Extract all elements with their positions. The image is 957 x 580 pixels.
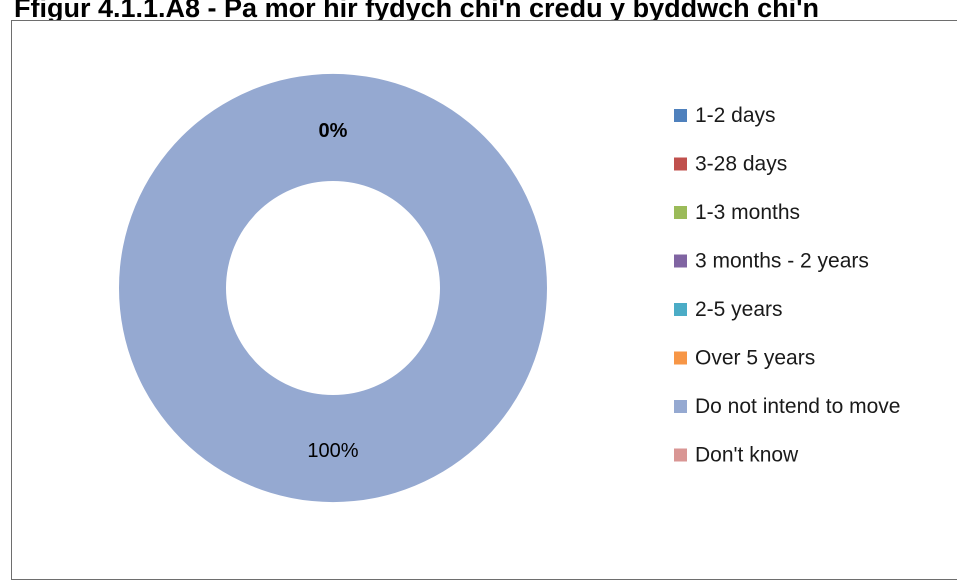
legend-item-do-not-intend-to-move: Do not intend to move [674,395,900,418]
legend-item-don-t-know: Don't know [674,444,799,467]
legend-label-3-28-days: 3-28 days [695,153,787,176]
legend-label-1-3-months: 1-3 months [695,201,800,224]
legend-label-3-months-2-years: 3 months - 2 years [695,250,869,273]
legend-item-2-5-years: 2-5 years [674,298,783,321]
legend-item-3-28-days: 3-28 days [674,153,787,176]
legend-swatch-3-28-days [674,157,687,171]
legend-swatch-over-5-years [674,351,687,365]
data-label-1-2-days: 0% [319,120,348,142]
legend-swatch-2-5-years [674,303,687,316]
legend-label-don-t-know: Don't know [695,444,799,467]
slice-do-not-intend-to-move [118,73,547,503]
legend-item-3-months-2-years: 3 months - 2 years [674,250,869,273]
data-labels: 0% 100% [307,120,358,462]
donut-slices [118,73,547,503]
legend: 1-2 days 3-28 days 1-3 months 3 months - 2 … [674,104,900,467]
legend-item-1-2-days: 1-2 days [674,104,776,127]
legend-label-2-5-years: 2-5 years [695,298,783,321]
legend-swatch-3-months-2-years [674,254,687,268]
legend-label-1-2-days: 1-2 days [695,104,776,127]
data-label-do-not-intend-to-move: 100% [307,440,358,462]
legend-swatch-do-not-intend-to-move [674,400,687,413]
legend-item-1-3-months: 1-3 months [674,201,800,224]
legend-swatch-don-t-know [674,448,687,462]
donut-chart: 0% 100% 1-2 days 3-28 days 1-3 months 3 mont… [118,73,900,503]
legend-item-over-5-years: Over 5 years [674,347,815,370]
chart-title: Ffigur 4.1.1.A8 - Pa mor hir fydych chi'… [14,0,820,23]
legend-label-do-not-intend-to-move: Do not intend to move [695,395,900,418]
legend-label-over-5-years: Over 5 years [695,347,815,370]
legend-swatch-1-2-days [674,109,687,122]
legend-swatch-1-3-months [674,206,687,219]
